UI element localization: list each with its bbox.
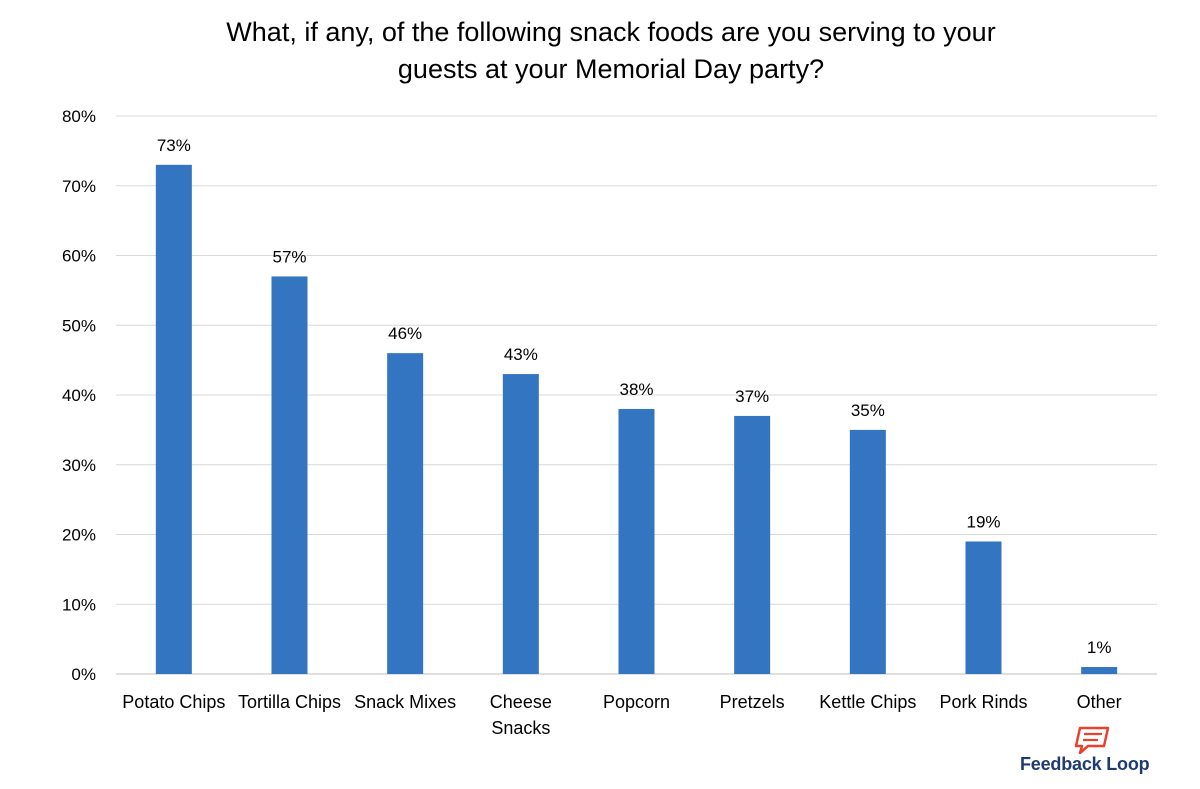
- y-tick-label: 0%: [71, 665, 96, 684]
- bar: [387, 353, 424, 674]
- bar: [965, 541, 1002, 674]
- y-tick-label: 80%: [62, 107, 96, 126]
- category-label: Pretzels: [720, 692, 785, 712]
- data-label: 19%: [966, 512, 1000, 531]
- bar: [271, 276, 308, 674]
- y-tick-label: 50%: [62, 316, 96, 335]
- data-labels: 73% 57% 46% 43% 38% 37% 35% 19% 1%: [157, 136, 1112, 657]
- data-label: 46%: [388, 324, 422, 343]
- feedback-loop-logo: Feedback Loop: [1020, 726, 1170, 778]
- category-label: Other: [1077, 692, 1122, 712]
- y-tick-label: 30%: [62, 456, 96, 475]
- data-label: 38%: [619, 380, 653, 399]
- data-label: 43%: [504, 345, 538, 364]
- speech-bubble-icon: [1074, 726, 1110, 754]
- category-labels: Potato Chips Tortilla Chips Snack Mixes Che…: [122, 692, 1121, 738]
- y-axis-ticks: 0% 10% 20% 30% 40% 50% 60% 70% 80%: [62, 107, 96, 684]
- category-label: Kettle Chips: [819, 692, 916, 712]
- logo-text: Feedback Loop: [1020, 754, 1150, 774]
- y-tick-label: 20%: [62, 526, 96, 545]
- bar: [734, 415, 771, 674]
- bar: [849, 429, 886, 674]
- y-tick-label: 70%: [62, 177, 96, 196]
- data-label: 35%: [851, 401, 885, 420]
- category-label: Tortilla Chips: [238, 692, 341, 712]
- bar: [618, 408, 655, 674]
- bar: [502, 374, 539, 674]
- category-label: Popcorn: [603, 692, 670, 712]
- y-tick-label: 10%: [62, 595, 96, 614]
- bar: [155, 164, 192, 674]
- data-label: 57%: [272, 247, 306, 266]
- chart-title: What, if any, of the following snack foo…: [0, 14, 1200, 88]
- y-tick-label: 40%: [62, 386, 96, 405]
- data-label: 37%: [735, 387, 769, 406]
- category-label: Cheese Snacks: [490, 692, 552, 738]
- category-label: Snack Mixes: [354, 692, 456, 712]
- y-tick-label: 60%: [62, 247, 96, 266]
- chart-title-line-2: guests at your Memorial Day party?: [397, 54, 825, 84]
- data-label: 1%: [1087, 638, 1112, 657]
- category-label: Potato Chips: [122, 692, 225, 712]
- category-label: Pork Rinds: [939, 692, 1027, 712]
- bars: [155, 164, 1118, 674]
- data-label: 73%: [157, 136, 191, 155]
- chart-title-line-1: What, if any, of the following snack foo…: [226, 17, 996, 47]
- bar: [1081, 667, 1118, 674]
